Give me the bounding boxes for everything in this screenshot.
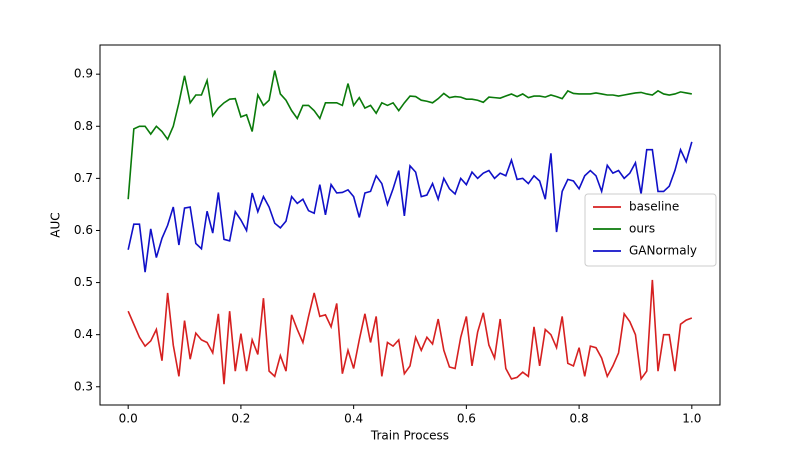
y-tick-label: 0.4 (74, 327, 93, 341)
x-tick-label: 0.8 (570, 412, 589, 426)
y-tick-label: 0.6 (74, 223, 93, 237)
line-series (127, 70, 692, 200)
legend-label: baseline (629, 200, 679, 214)
line-series (127, 141, 693, 273)
y-axis-label: AUC (49, 212, 63, 237)
legend-label: GANormaly (629, 244, 697, 258)
x-tick-label: 0.2 (231, 412, 250, 426)
legend-label: ours (629, 222, 655, 236)
legend-box (584, 193, 717, 267)
plot-frame (99, 44, 721, 406)
y-tick-label: 0.9 (74, 67, 93, 81)
y-tick-label: 0.8 (74, 119, 93, 133)
x-tick-label: 0.0 (119, 412, 138, 426)
y-tick-label: 0.7 (74, 171, 93, 185)
x-tick-label: 0.6 (457, 412, 476, 426)
y-tick-label: 0.3 (74, 379, 93, 393)
line-series (127, 279, 693, 385)
x-tick-label: 0.4 (344, 412, 363, 426)
x-tick-label: 1.0 (682, 412, 701, 426)
x-axis-label: Train Process (370, 429, 449, 443)
y-tick-label: 0.5 (74, 275, 93, 289)
